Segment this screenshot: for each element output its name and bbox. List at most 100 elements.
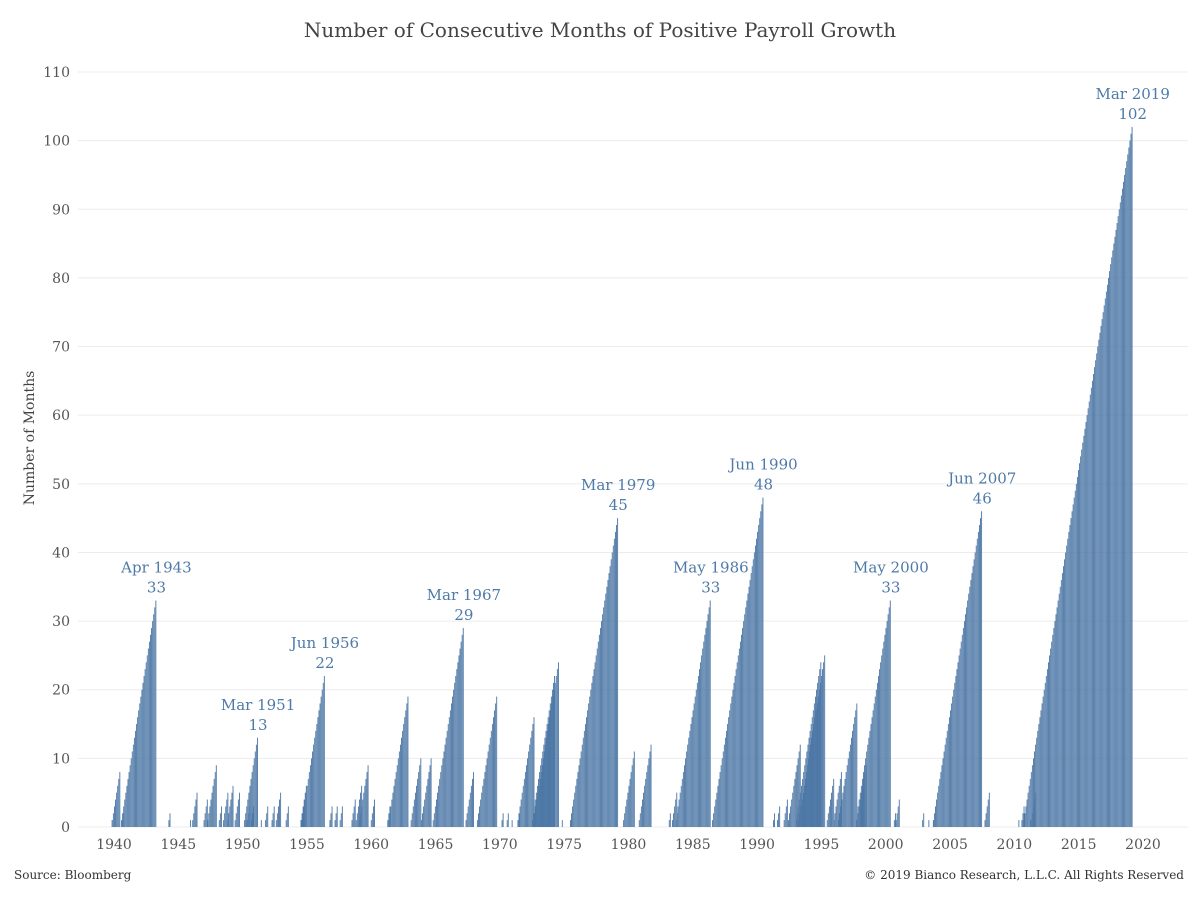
bar — [831, 792, 832, 827]
bar — [334, 820, 336, 827]
bar — [811, 737, 813, 827]
bar — [613, 538, 615, 827]
bar — [970, 579, 972, 827]
bar — [821, 676, 822, 827]
x-tick-label: 1950 — [225, 837, 261, 853]
bar — [439, 778, 441, 827]
bar — [1106, 284, 1108, 827]
bar — [257, 737, 258, 827]
annotation-value: 29 — [454, 606, 473, 624]
bar — [391, 799, 393, 827]
bar — [218, 820, 220, 827]
bar — [838, 785, 840, 827]
bar — [684, 765, 685, 827]
bar — [799, 792, 801, 827]
bar — [830, 799, 831, 827]
bar — [692, 710, 694, 827]
bar — [583, 730, 585, 827]
bar — [532, 813, 534, 827]
bar — [733, 682, 735, 827]
bar — [1120, 195, 1122, 828]
bar — [168, 820, 170, 827]
bar — [245, 813, 247, 827]
bar — [254, 751, 256, 827]
bar — [111, 820, 113, 827]
bar — [865, 758, 867, 827]
bar — [856, 813, 858, 827]
bar — [639, 813, 641, 827]
bar — [425, 792, 427, 827]
bar — [1072, 504, 1074, 827]
bar — [688, 737, 690, 827]
bar — [957, 662, 959, 827]
bar — [1060, 579, 1062, 827]
bar — [1065, 552, 1067, 827]
annotation-value: 33 — [701, 579, 720, 597]
bar — [700, 662, 702, 827]
bar — [1061, 573, 1063, 827]
annotation-value: 48 — [754, 476, 773, 494]
bar — [169, 813, 171, 827]
bar — [301, 813, 303, 827]
bar — [278, 806, 279, 827]
bar — [460, 641, 462, 827]
bar — [285, 820, 287, 827]
bar — [374, 799, 375, 827]
bar — [833, 820, 835, 827]
annotation-date: Jun 1990 — [727, 456, 797, 474]
bar — [1030, 772, 1032, 827]
bar — [940, 772, 942, 827]
bar — [122, 813, 124, 827]
bar — [145, 662, 147, 827]
bar — [593, 669, 595, 827]
bar — [796, 765, 798, 827]
bar — [1080, 456, 1082, 827]
bar — [835, 806, 837, 827]
bar — [550, 710, 552, 827]
bar — [707, 614, 709, 827]
bar — [739, 641, 741, 827]
bar — [1089, 394, 1091, 827]
bar — [587, 710, 589, 827]
bar — [361, 806, 363, 827]
bar — [1118, 209, 1120, 827]
bar — [741, 634, 742, 827]
bar — [643, 792, 644, 827]
bar — [428, 772, 430, 827]
bar — [561, 820, 563, 827]
bar — [286, 813, 288, 827]
y-tick-label: 110 — [43, 65, 70, 81]
bar — [114, 806, 115, 827]
bar-series — [111, 126, 1133, 828]
bar — [253, 758, 255, 827]
bar — [273, 806, 275, 827]
bar — [840, 772, 842, 827]
bar — [1048, 662, 1049, 827]
bar — [798, 820, 800, 827]
bar — [790, 806, 792, 827]
bar — [551, 703, 553, 827]
bar — [401, 737, 402, 827]
bar — [196, 792, 198, 827]
bar — [757, 531, 759, 827]
bar — [1078, 470, 1079, 827]
bar — [354, 799, 356, 827]
bar — [1131, 126, 1133, 827]
bar — [986, 806, 988, 827]
bar — [731, 696, 733, 827]
bar — [143, 676, 145, 827]
bar — [1037, 730, 1039, 827]
bar — [723, 744, 725, 827]
bar — [863, 772, 864, 827]
bar — [602, 614, 604, 827]
bar — [672, 820, 673, 827]
bar — [846, 765, 848, 827]
bar — [117, 785, 119, 827]
bar — [749, 579, 751, 827]
bar — [275, 820, 277, 827]
bar — [441, 765, 443, 827]
bar — [818, 689, 820, 827]
bar — [819, 682, 821, 827]
bar — [526, 765, 527, 827]
bar — [799, 744, 801, 827]
